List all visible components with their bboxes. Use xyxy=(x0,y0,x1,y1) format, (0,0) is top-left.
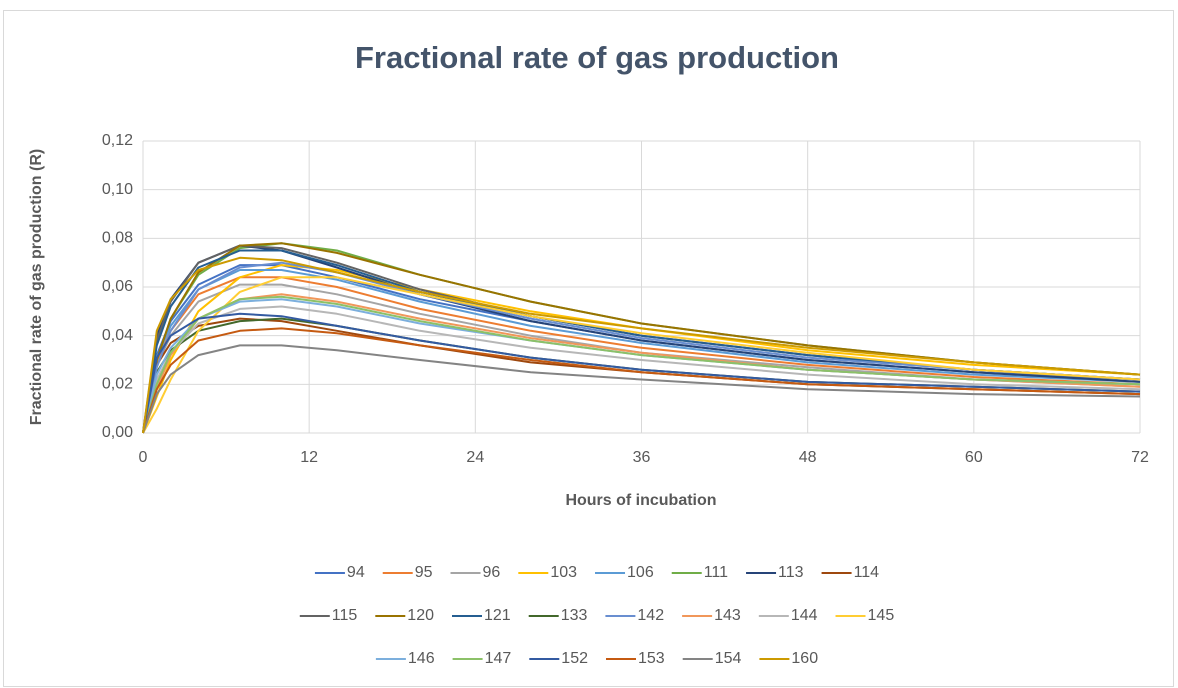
plot xyxy=(142,242,1141,434)
legend-label: 94 xyxy=(347,564,365,581)
y-tick-label: 0,06 xyxy=(102,278,133,295)
legend-label: 152 xyxy=(561,650,588,667)
legend-label: 143 xyxy=(714,607,741,624)
y-axis-title: Fractional rate of gas production (R) xyxy=(28,149,45,425)
legend-row: 94 95 96 103 106 111 113 114 xyxy=(314,564,880,581)
y-tick-label: 0,04 xyxy=(102,327,133,344)
legend-item: 152 xyxy=(529,650,588,667)
legend-item: 160 xyxy=(759,650,818,667)
x-tick-label: 36 xyxy=(633,449,651,466)
legend-label: 96 xyxy=(483,564,501,581)
series-line xyxy=(142,295,1141,434)
legend-label: 144 xyxy=(791,607,818,624)
series-line xyxy=(142,264,1141,434)
x-axis-title: Hours of incubation xyxy=(565,492,716,509)
legend-label: 147 xyxy=(485,650,512,667)
legend-label: 142 xyxy=(637,607,664,624)
legend-item: 111 xyxy=(671,564,728,581)
x-tick-label: 48 xyxy=(799,449,817,466)
legend-label: 153 xyxy=(638,650,665,667)
legend-item: 143 xyxy=(682,607,741,624)
y-tick-label: 0,00 xyxy=(102,424,133,441)
legend-item: 114 xyxy=(821,564,880,581)
legend-label: 154 xyxy=(715,650,742,667)
legend-label: 146 xyxy=(408,650,435,667)
series-line xyxy=(142,242,1141,434)
chart-title: Fractional rate of gas production xyxy=(355,40,839,75)
x-tick-label: 60 xyxy=(965,449,983,466)
legend-label: 115 xyxy=(332,607,358,624)
x-tick-label: 0 xyxy=(139,449,148,466)
y-tick-label: 0,12 xyxy=(102,132,133,149)
legend-label: 95 xyxy=(415,564,433,581)
legend-item: 94 xyxy=(314,564,365,581)
legend-item: 103 xyxy=(518,564,577,581)
y-tick-label: 0,02 xyxy=(102,376,133,393)
legend-item: 121 xyxy=(452,607,511,624)
legend-label: 103 xyxy=(550,564,577,581)
legend-item: 106 xyxy=(595,564,654,581)
legend-item: 115 xyxy=(299,607,358,624)
legend-item: 142 xyxy=(605,607,664,624)
legend-item: 144 xyxy=(758,607,818,624)
legend-label: 145 xyxy=(868,607,895,624)
y-tick-label: 0,10 xyxy=(102,181,133,198)
y-tick-label: 0,08 xyxy=(102,230,133,247)
legend-item: 145 xyxy=(835,607,895,624)
series-line xyxy=(142,276,1141,434)
legend-item: 146 xyxy=(375,650,435,667)
legend-label: 111 xyxy=(704,564,728,581)
legend-label: 121 xyxy=(484,607,511,624)
legend-label: 113 xyxy=(778,564,804,581)
x-tick-label: 24 xyxy=(466,449,484,466)
legend-item: 120 xyxy=(375,607,434,624)
legend-label: 160 xyxy=(791,650,818,667)
legend-item: 153 xyxy=(606,650,665,667)
legend-item: 96 xyxy=(450,564,501,581)
series-line xyxy=(142,327,1141,434)
legend-label: 133 xyxy=(561,607,588,624)
series-line xyxy=(142,344,1141,434)
x-tick-label: 12 xyxy=(300,449,318,466)
legend-item: 95 xyxy=(382,564,433,581)
legend-item: 113 xyxy=(746,564,804,581)
legend-item: 154 xyxy=(682,650,742,667)
series-line xyxy=(142,249,1141,434)
legend-label: 106 xyxy=(627,564,654,581)
legend-label: 120 xyxy=(407,607,434,624)
x-tick-label: 72 xyxy=(1131,449,1149,466)
legend-row: 146 147 152 153 154 160 xyxy=(375,650,818,667)
legend-label: 114 xyxy=(854,564,880,581)
series-line xyxy=(142,269,1141,434)
legend-item: 133 xyxy=(528,607,588,624)
series-line xyxy=(142,312,1141,434)
legend-row: 115 120 121 133 142 143 144 145 xyxy=(299,607,895,624)
legend-item: 147 xyxy=(452,650,512,667)
series-line xyxy=(142,256,1141,434)
